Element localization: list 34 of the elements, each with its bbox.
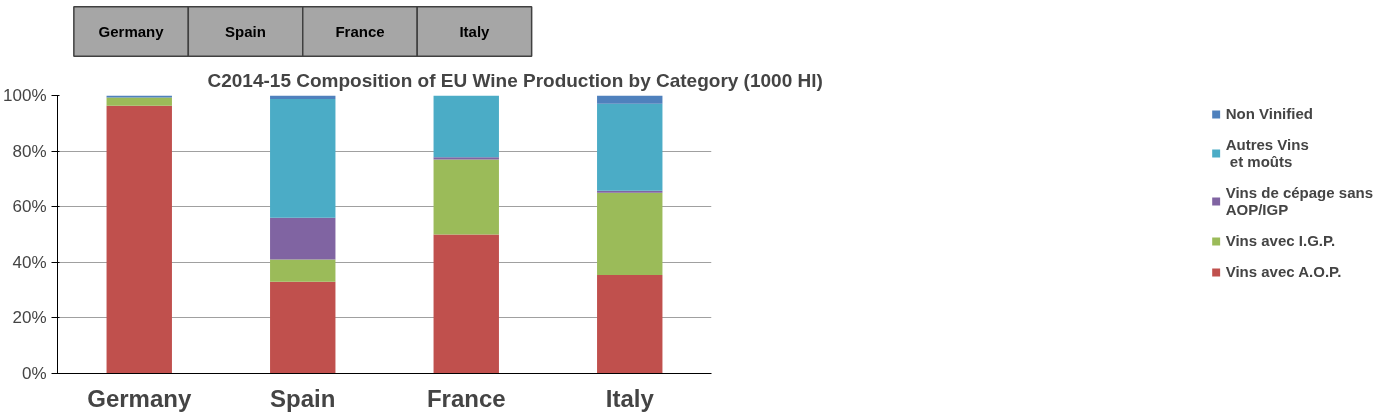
bar [270, 217, 336, 260]
legend-label: Non Vinified [1225, 105, 1313, 122]
bar [270, 259, 336, 282]
bar [270, 99, 336, 218]
x-tick-label: Italy [605, 384, 655, 412]
bar [597, 275, 663, 374]
bar [597, 192, 663, 276]
y-tick-label: 100% [3, 86, 47, 105]
y-tick-label: 80% [12, 141, 47, 161]
y-tick-label: 60% [12, 197, 47, 217]
bar [597, 95, 663, 104]
y-tick-label: 40% [12, 252, 47, 272]
bar [106, 97, 172, 106]
bar [433, 234, 499, 374]
legend-label: Vins de cépage sans AOP/IGP [1225, 184, 1373, 218]
y-tick-label: 0% [21, 364, 47, 383]
text: France [335, 23, 385, 40]
text: Italy [459, 23, 491, 40]
x-tick-label: Germany [87, 384, 192, 412]
text: Spain [225, 23, 266, 40]
bar [270, 281, 336, 374]
legend-label: Autres Vins et moûts [1225, 136, 1309, 170]
legend-label: Vins avec A.O.P. [1225, 263, 1342, 280]
x-tick-label: Spain [270, 384, 336, 412]
x-tick-label: France [426, 384, 506, 412]
bar [597, 103, 663, 191]
y-tick-label: 20% [12, 308, 47, 328]
bar [106, 105, 172, 374]
bar [433, 95, 499, 158]
text: Germany [98, 23, 165, 40]
bar [433, 157, 499, 160]
chart-title: C2014-15 Composition of EU Wine Production by Category (1000 Hl) [207, 69, 823, 91]
bar [433, 159, 499, 235]
legend-label: Vins avec I.G.P. [1225, 232, 1336, 249]
